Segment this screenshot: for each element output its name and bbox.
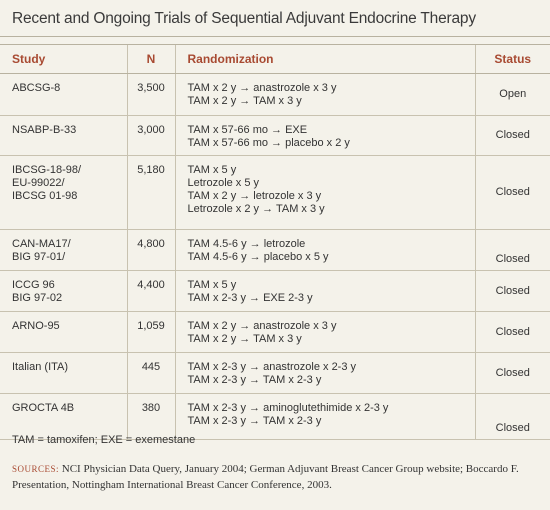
status-cell: Closed xyxy=(474,115,550,156)
n-cell: 4,400 xyxy=(126,270,175,312)
n-cell: 5,180 xyxy=(126,155,175,230)
table-row: Italian (ITA) 445 TAM x 2-3 y → anastrozol… xyxy=(0,352,550,394)
randomization-line: TAM x 2 y → anastrozole x 3 y xyxy=(187,320,337,332)
table-row: CAN-MA17/BIG 97-01/4,800 TAM 4.5-6 y → le… xyxy=(0,229,550,271)
table-row: NSABP-B-33 3,000 TAM x 57-66 mo → EXE TAM x… xyxy=(0,115,550,156)
randomization-cell: TAM x 2 y → anastrozole x 3 y TAM x 2 y →… xyxy=(174,73,475,116)
study-line: BIG 97-01/ xyxy=(12,251,66,263)
sources: SOURCES: NCI Physician Data Query, Janua… xyxy=(12,461,542,493)
randomization-line: TAM x 2 y → letrozole x 3 y xyxy=(187,190,322,202)
study-cell: CAN-MA17/BIG 97-01/ xyxy=(0,229,127,271)
randomization-cell: TAM x 5 y Letrozole x 5 y TAM x 2 y → letr… xyxy=(174,155,475,230)
table-row: ICCG 96 BIG 97-02 4,400 TAM x 5 y TAM x 2-3 … xyxy=(0,270,550,312)
randomization-line: TAM x 2-3 y → anastrozole x 2-3 y xyxy=(187,361,357,373)
study-line: ICCG 96 xyxy=(12,279,55,291)
randomization-line: TAM x 2-3 y → TAM x 2-3 y xyxy=(187,374,322,386)
rule xyxy=(0,36,550,37)
status-cell: Closed xyxy=(474,311,550,353)
header-row: Study N Randomization Status xyxy=(0,44,550,74)
randomization-line: TAM x 2-3 y → EXE 2-3 y xyxy=(187,292,313,304)
trials-table: Study N Randomization Status ABCSG-8 3,50… xyxy=(0,44,550,440)
footnote: TAM = tamoxifen; EXE = exemestane xyxy=(12,434,196,446)
column-header: Status xyxy=(474,44,550,74)
status-cell: Closed xyxy=(474,155,550,230)
table-row: GROCTA 4B 380 TAM x 2-3 y → aminoglutethim… xyxy=(0,393,550,440)
sources-label: SOURCES: xyxy=(12,464,60,474)
table-body: ABCSG-8 3,500 TAM x 2 y → anastrozole x 3 … xyxy=(0,73,550,440)
table-row: ABCSG-8 3,500 TAM x 2 y → anastrozole x 3 … xyxy=(0,73,550,116)
n-cell: 445 xyxy=(126,352,175,394)
study-line: BIG 97-02 xyxy=(12,292,63,304)
status-cell: Closed xyxy=(474,393,550,440)
status-cell: Closed xyxy=(474,270,550,312)
table-row: IBCSG-18-98/EU-99022/IBCSG 01-98 5,180 TAM… xyxy=(0,155,550,230)
randomization-line: TAM x 2 y → TAM x 3 y xyxy=(187,95,302,107)
status-cell: Open xyxy=(474,73,550,116)
randomization-line: TAM x 5 y xyxy=(187,279,237,291)
n-cell: 4,800 xyxy=(126,229,175,271)
status-cell: Closed xyxy=(474,229,550,271)
study-line: NSABP-B-33 xyxy=(12,124,77,136)
randomization-line: TAM x 57-66 mo → placebo x 2 y xyxy=(187,137,350,149)
table-row: ARNO-95 1,059 TAM x 2 y → anastrozole x 3 … xyxy=(0,311,550,353)
study-line: EU-99022/ xyxy=(12,177,65,189)
randomization-cell: TAM x 2 y → anastrozole x 3 y TAM x 2 y →… xyxy=(174,311,475,353)
study-cell: GROCTA 4B xyxy=(0,393,127,440)
study-cell: ICCG 96 BIG 97-02 xyxy=(0,270,127,312)
randomization-line: Letrozole x 2 y → TAM x 3 y xyxy=(187,203,325,215)
randomization-cell: TAM x 5 y TAM x 2-3 y → EXE 2-3 y xyxy=(174,270,475,312)
randomization-line: TAM x 5 y xyxy=(187,164,237,176)
n-cell: 3,500 xyxy=(126,73,175,116)
column-header: N xyxy=(126,44,175,74)
n-cell: 1,059 xyxy=(126,311,175,353)
status-cell: Closed xyxy=(474,352,550,394)
randomization-cell: TAM x 2-3 y → anastrozole x 2-3 y TAM x 2… xyxy=(174,352,475,394)
study-cell: IBCSG-18-98/EU-99022/IBCSG 01-98 xyxy=(0,155,127,230)
study-line: IBCSG 01-98 xyxy=(12,190,78,202)
study-cell: ABCSG-8 xyxy=(0,73,127,116)
randomization-line: TAM x 2 y → TAM x 3 y xyxy=(187,333,302,345)
title: Recent and Ongoing Trials of Sequential … xyxy=(12,10,476,27)
study-cell: Italian (ITA) xyxy=(0,352,127,394)
study-cell: ARNO-95 xyxy=(0,311,127,353)
study-line: ARNO-95 xyxy=(12,320,60,332)
sources-text: NCI Physician Data Query, January 2004; … xyxy=(12,463,519,491)
randomization-line: TAM x 2-3 y → aminoglutethimide x 2-3 y xyxy=(187,402,389,414)
study-line: GROCTA 4B xyxy=(12,402,75,414)
study-line: CAN-MA17/ xyxy=(12,238,71,250)
randomization-cell: TAM 4.5-6 y → letrozole TAM 4.5-6 y → pla… xyxy=(174,229,475,271)
study-line: Italian (ITA) xyxy=(12,361,69,373)
study-cell: NSABP-B-33 xyxy=(0,115,127,156)
study-line: ABCSG-8 xyxy=(12,82,61,94)
study-line: IBCSG-18-98/ xyxy=(12,164,82,176)
randomization-line: TAM x 57-66 mo → EXE xyxy=(187,124,308,136)
column-header: Study xyxy=(0,44,127,74)
column-header: Randomization xyxy=(174,44,475,74)
randomization-line: TAM x 2 y → anastrozole x 3 y xyxy=(187,82,337,94)
n-cell: 380 xyxy=(126,393,175,440)
randomization-line: Letrozole x 5 y xyxy=(187,177,260,189)
randomization-line: TAM 4.5-6 y → letrozole xyxy=(187,238,306,250)
randomization-line: TAM 4.5-6 y → placebo x 5 y xyxy=(187,251,329,263)
randomization-line: TAM x 2-3 y → TAM x 2-3 y xyxy=(187,415,322,427)
n-cell: 3,000 xyxy=(126,115,175,156)
randomization-cell: TAM x 57-66 mo → EXE TAM x 57-66 mo → pla… xyxy=(174,115,475,156)
